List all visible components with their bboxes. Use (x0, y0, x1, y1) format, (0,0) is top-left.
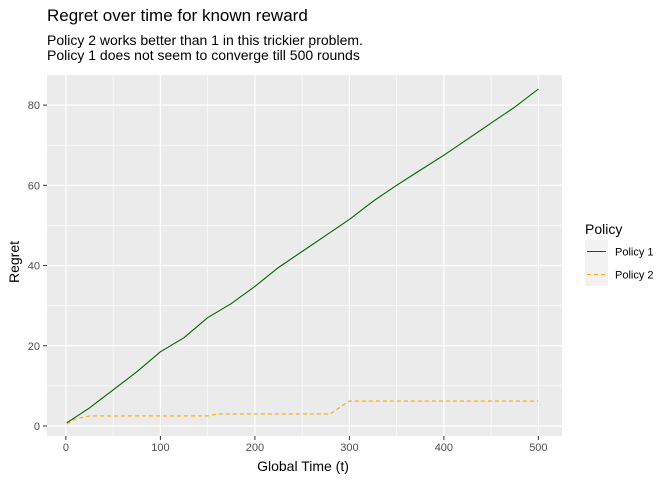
x-tick-label: 400 (435, 442, 453, 454)
x-tick-label: 300 (340, 442, 358, 454)
subtitle-line-2: Policy 1 does not seem to converge till … (47, 47, 360, 63)
x-tick-label: 100 (151, 442, 169, 454)
x-tick-label: 500 (529, 442, 547, 454)
chart-subtitle: Policy 2 works better than 1 in this tri… (47, 33, 363, 63)
y-axis-label: Regret (6, 241, 22, 283)
plot-panel (47, 75, 562, 436)
grid-lines (47, 75, 562, 436)
legend-label: Policy 2 (615, 270, 654, 282)
y-tick-label: 80 (28, 100, 40, 112)
y-tick-label: 0 (34, 421, 40, 433)
panel-background (47, 75, 562, 436)
y-tick-label: 20 (28, 341, 40, 353)
x-axis-label: Global Time (t) (257, 458, 349, 474)
subtitle-line-1: Policy 2 works better than 1 in this tri… (47, 32, 363, 48)
legend-title: Policy (585, 221, 622, 237)
x-tick-label: 200 (246, 442, 264, 454)
series-line-policy-2 (66, 400, 539, 425)
legend: Policy Policy 1 Policy 2 (585, 221, 654, 286)
legend-label: Policy 1 (615, 247, 654, 259)
chart-title: Regret over time for known reward (47, 6, 308, 25)
series-line-policy-1 (66, 88, 539, 424)
series-lines (66, 88, 539, 425)
axes: 0 100 200 300 400 500 0 20 40 60 80 (28, 100, 548, 454)
y-tick-label: 40 (28, 261, 40, 273)
y-tick-label: 60 (28, 180, 40, 192)
x-tick-label: 0 (63, 442, 69, 454)
